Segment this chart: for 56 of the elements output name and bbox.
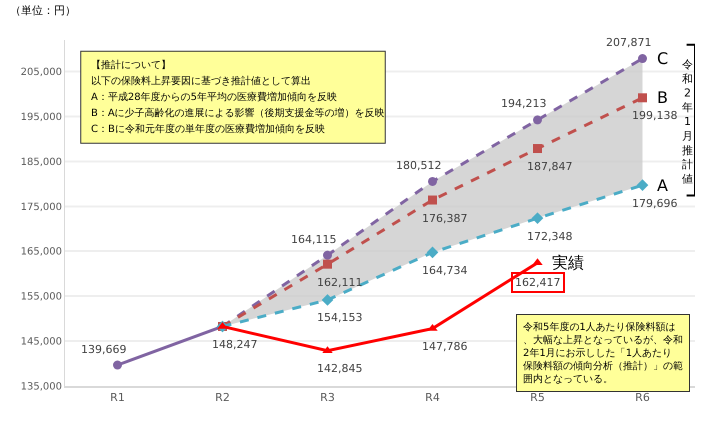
annotation: 【推計について】 [91,59,171,71]
y-tick-label: 175,000 [20,202,62,213]
data-label: 187,847 [527,160,572,173]
point [533,115,542,124]
text: 令和2年1月推計値 [682,58,693,186]
series-label: B [657,88,668,107]
y-tick-label: 195,000 [20,112,62,123]
data-label: 147,786 [422,340,468,353]
annotation: B：Aに少子高齢化の進展による影響（後期支援金等の増）を反映 [91,107,385,119]
annotation: C：Bに令和元年度の単年度の医療費増加傾向を反映 [91,123,325,135]
y-tick-label: 185,000 [20,156,62,168]
point [428,196,437,205]
y-tick-label: 155,000 [20,292,62,303]
y-tick-label: 205,000 [20,66,62,78]
data-label: 179,696 [632,197,678,210]
y-tick-label: 145,000 [20,336,62,348]
point [322,294,334,306]
point [113,360,122,370]
data-label: 154,153 [317,311,362,324]
data-label: 164,115 [291,233,336,246]
x-tick-label: R2 [215,391,230,404]
point [636,179,648,192]
data-label: 142,845 [317,362,362,375]
point [323,250,332,260]
data-label: 172,348 [527,230,572,243]
point [323,260,332,269]
data-label: 162,111 [317,276,362,289]
series-label: A [657,176,668,195]
x-tick-label: R5 [530,391,545,404]
series-label: 実績 [552,253,584,272]
y-axis-title: （単位：円） [10,4,76,17]
data-label: 148,247 [212,338,258,351]
data-label: 180,512 [396,159,442,172]
x-tick-label: R3 [320,391,335,404]
x-tick-label: R6 [635,391,650,404]
y-tick-label: 135,000 [20,382,62,392]
x-tick-label: R4 [425,391,440,404]
data-label: 194,213 [501,97,546,110]
point [638,54,647,64]
point [533,144,542,154]
data-label: 176,387 [422,212,468,225]
series-label: C [657,49,668,68]
point [426,246,438,258]
annotation: 162,417 [515,276,560,289]
point [638,93,647,102]
annotation: 以下の保険料上昇要因に基づき推計値として算出 [91,75,311,87]
data-label: 139,669 [81,343,126,356]
data-label: 207,871 [606,36,652,49]
x-tick-label: R1 [110,391,125,404]
point [532,212,544,224]
point [428,176,437,186]
y-tick-label: 165,000 [20,246,62,258]
data-label: 164,734 [422,264,468,277]
data-label: 199,138 [632,109,678,122]
annotation: A：平成28年度からの5年平均の医療費増加傾向を反映 [91,91,337,103]
annotation: 令和5年度の1人あたり保険料額は、大幅な上昇となっているが、令和2年1月にお示しした「1人あたり保険料額の傾向分析（推計）」の範囲内となっている。 [523,321,683,385]
